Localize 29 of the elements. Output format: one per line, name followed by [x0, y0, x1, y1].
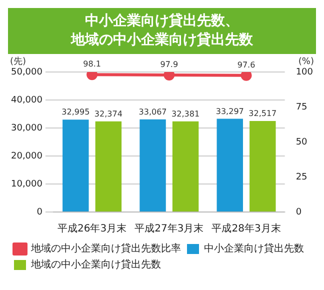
y2-axis-title: (%) — [298, 56, 314, 67]
legend-label: 中小企業向け貸出先数 — [204, 242, 304, 255]
data-label: 98.1 — [83, 60, 101, 69]
y2-tick-label: 100 — [296, 67, 314, 78]
x-tick-label: 平成26年3月末 — [58, 222, 127, 235]
y-tick-label: 10,000 — [10, 179, 43, 190]
data-label: 33,297 — [216, 106, 244, 116]
data-label: 97.6 — [237, 60, 256, 70]
x-tick-label: 平成28年3月末 — [212, 222, 281, 235]
y-tick-label: 0 — [36, 207, 43, 218]
y-tick-label: 40,000 — [10, 95, 43, 106]
data-label: 33,067 — [138, 107, 167, 116]
data-label: 32,374 — [94, 109, 122, 118]
legend-label: 地域の中小企業向け貸出先数 — [30, 258, 161, 271]
data-label: 32,995 — [62, 108, 90, 117]
y2-tick-label: 0 — [296, 207, 302, 218]
legend-label: 地域の中小企業向け貸出先数比率 — [30, 242, 181, 255]
data-label: 97.9 — [160, 60, 178, 70]
data-label: 32,517 — [248, 109, 277, 118]
chart-title: 中小企業向け貸出先数、地域の中小企業向け貸出先数 — [8, 8, 316, 54]
x-tick-label: 平成27年3月末 — [134, 222, 204, 235]
y-tick-label: 30,000 — [10, 123, 43, 134]
y-tick-label: 20,000 — [10, 151, 43, 162]
y2-tick-label: 75 — [296, 102, 308, 112]
data-label: 32,381 — [172, 109, 200, 118]
y2-tick-label: 50 — [296, 137, 308, 148]
y2-tick-label: 25 — [296, 172, 308, 182]
y-tick-label: 50,000 — [10, 67, 43, 78]
y-axis-title: (先) — [10, 56, 26, 67]
